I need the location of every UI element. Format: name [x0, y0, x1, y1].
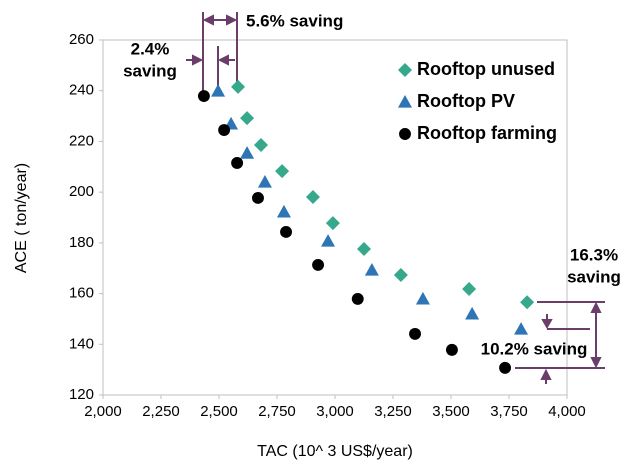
point-diamond — [357, 241, 371, 256]
x-tick-label: 3,250 — [374, 403, 412, 420]
point-triangle — [211, 83, 226, 97]
point-diamond — [325, 216, 340, 231]
y-tick-label: 200 — [69, 183, 94, 200]
point-diamond — [393, 268, 408, 283]
x-tick-label: 2,750 — [258, 403, 296, 420]
x-tick-label: 2,250 — [142, 403, 180, 420]
point-diamond — [520, 295, 535, 310]
point-circle — [445, 343, 458, 356]
point-triangle — [240, 146, 255, 159]
point-circle — [197, 90, 210, 102]
point-circle — [231, 157, 244, 169]
point-circle — [351, 292, 364, 305]
x-tick-label: 4,000 — [548, 403, 586, 420]
y-axis-title: ACE ( ton/year) — [13, 163, 30, 273]
legend-marker — [398, 63, 412, 77]
point-diamond — [253, 137, 268, 152]
point-circle — [252, 192, 264, 204]
x-tick-label: 3,000 — [316, 403, 354, 420]
annotation: saving — [567, 267, 621, 286]
y-tick-label: 180 — [69, 234, 94, 251]
annotation: 2.4% — [131, 39, 170, 58]
y-tick-label: 220 — [69, 132, 94, 149]
point-circle — [218, 124, 231, 136]
annotation: 5.6% saving — [246, 11, 343, 30]
point-triangle — [276, 204, 291, 218]
point-triangle — [465, 306, 480, 320]
legend-label: Rooftop farming — [417, 123, 557, 143]
x-tick-label: 2,000 — [84, 403, 122, 420]
y-tick-label: 140 — [69, 335, 94, 352]
x-tick-label: 2,500 — [200, 403, 238, 420]
point-triangle — [415, 291, 430, 305]
annotation: 16.3% — [570, 245, 618, 264]
point-triangle — [514, 322, 529, 335]
point-diamond — [231, 79, 246, 94]
point-circle — [280, 226, 292, 238]
annotation: 10.2% saving — [481, 339, 588, 358]
legend-marker — [399, 128, 411, 140]
annotation-arrows — [186, 12, 605, 384]
x-tick-label: 3,750 — [490, 403, 528, 420]
y-tick-label: 160 — [69, 285, 94, 302]
point-circle — [499, 361, 512, 374]
x-axis-title: TAC (10^ 3 US$/year) — [257, 443, 413, 460]
legend-label: Rooftop unused — [417, 59, 555, 79]
point-diamond — [305, 189, 320, 204]
legend-label: Rooftop PV — [417, 91, 515, 111]
point-diamond — [275, 164, 290, 179]
point-circle — [312, 258, 325, 271]
point-diamond — [240, 111, 255, 126]
annotation: saving — [123, 61, 177, 80]
point-circle — [409, 327, 421, 340]
legend-marker — [398, 95, 412, 108]
point-triangle — [364, 262, 379, 276]
y-tick-label: 260 — [69, 31, 94, 48]
point-triangle — [321, 234, 336, 247]
y-tick-label: 120 — [69, 386, 94, 403]
point-diamond — [462, 282, 477, 297]
y-tick-label: 240 — [69, 82, 94, 99]
x-tick-label: 3,500 — [432, 403, 470, 420]
point-triangle — [257, 175, 272, 188]
